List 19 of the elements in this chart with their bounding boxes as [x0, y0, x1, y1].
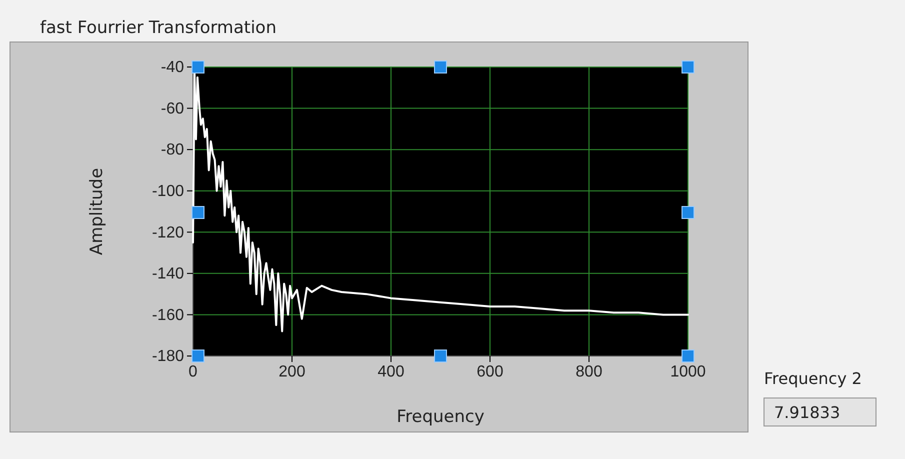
chart-title: fast Fourrier Transformation — [40, 18, 276, 38]
y-tick-label: -160 — [152, 306, 184, 324]
y-tick-label: -80 — [160, 142, 184, 159]
y-tick-label: -60 — [160, 100, 184, 118]
y-tick-label: -40 — [160, 59, 184, 76]
y-tick-label: -140 — [152, 266, 184, 283]
x-tick-label: 1000 — [670, 363, 706, 380]
x-axis-title: Frequency — [396, 407, 484, 427]
y-tick-label: -100 — [152, 182, 184, 200]
text: Frequency 2 — [764, 369, 862, 388]
x-tick-label: 800 — [576, 363, 602, 380]
x-tick-label: 600 — [476, 363, 504, 380]
y-axis-title: Amplitude — [87, 168, 107, 256]
y-tick-label: -120 — [152, 224, 184, 242]
y-tick-label: -180 — [152, 348, 184, 366]
text: 7.91833 — [774, 403, 840, 422]
x-tick-label: 200 — [278, 363, 306, 380]
x-tick-label: 400 — [378, 363, 404, 380]
x-tick-label: 0 — [188, 363, 198, 380]
